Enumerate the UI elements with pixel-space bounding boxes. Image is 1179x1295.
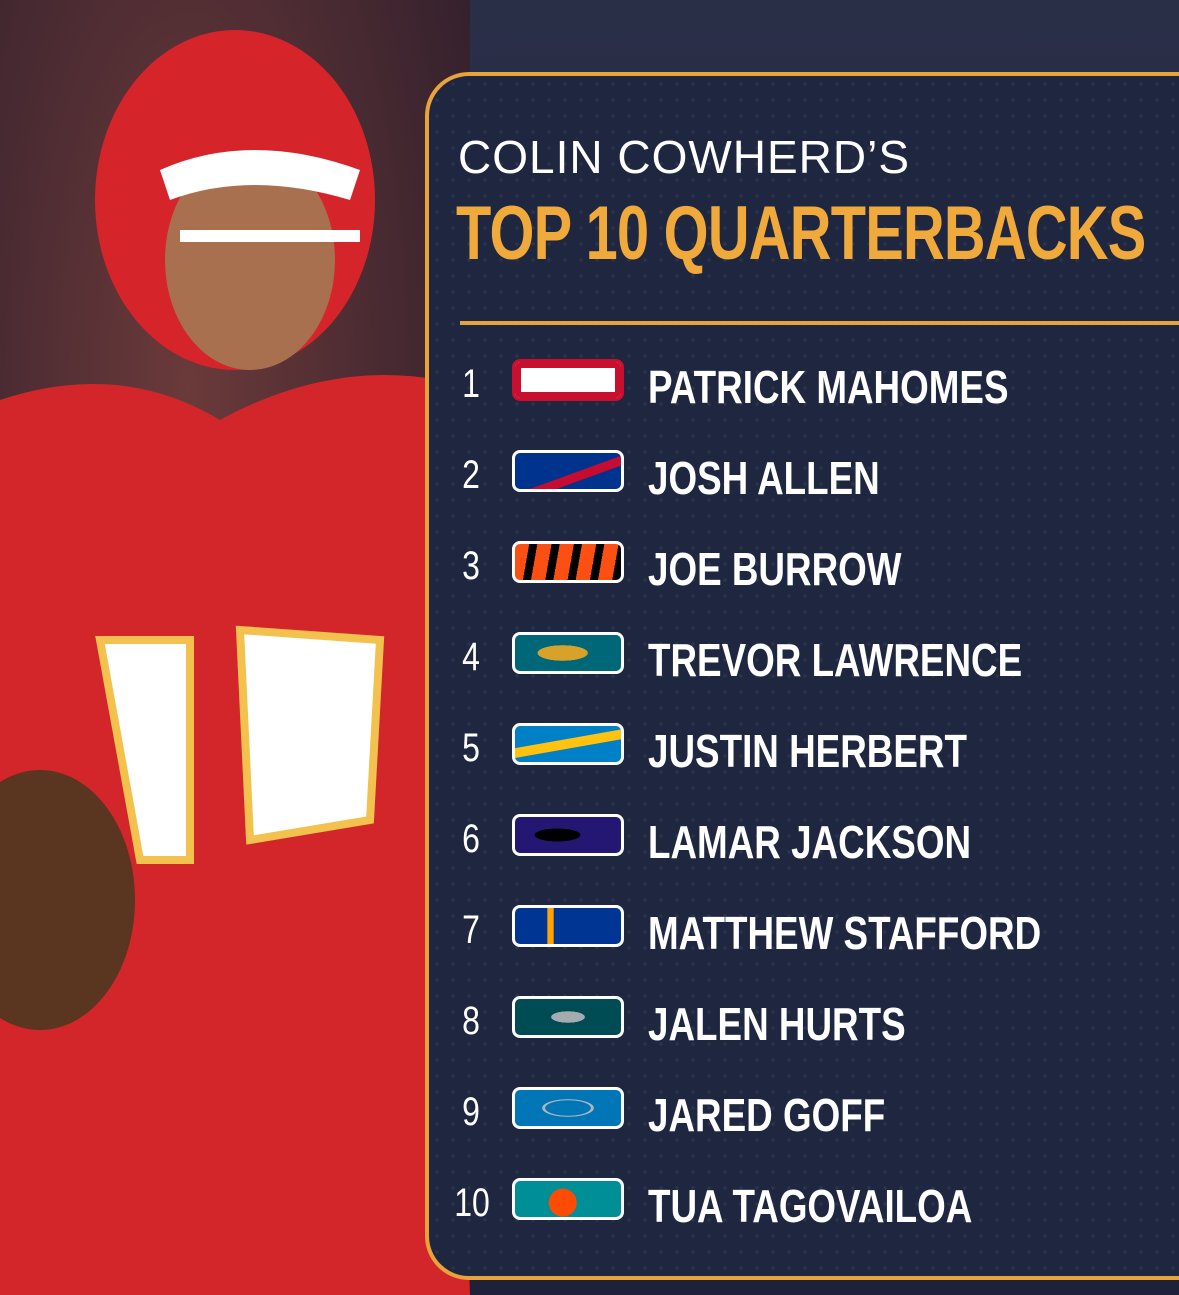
- rank: 10: [454, 1181, 490, 1225]
- team-logo: [512, 723, 624, 765]
- list-panel: [425, 72, 1179, 1280]
- player-photo: [0, 0, 470, 1295]
- team-logo: [512, 996, 624, 1038]
- player-name: MATTHEW STAFFORD: [648, 907, 1042, 959]
- rank: 4: [462, 635, 480, 679]
- player-name: JOE BURROW: [648, 543, 902, 595]
- rank: 6: [462, 817, 480, 861]
- rank: 3: [462, 544, 480, 588]
- team-logo: [512, 814, 624, 856]
- list-row: 5 JUSTIN HERBERT: [450, 722, 1170, 777]
- rank: 1: [462, 362, 480, 406]
- list-row: 9 JARED GOFF: [450, 1086, 1170, 1141]
- player-name: JALEN HURTS: [648, 998, 906, 1050]
- list-row: 4 TREVOR LAWRENCE: [450, 631, 1170, 686]
- player-name: LAMAR JACKSON: [648, 816, 972, 868]
- player-name: JOSH ALLEN: [648, 452, 880, 504]
- rank: 7: [462, 908, 480, 952]
- list-row: 3 JOE BURROW: [450, 540, 1170, 595]
- list-row: 1 PATRICK MAHOMES: [450, 358, 1170, 413]
- rank: 2: [462, 453, 480, 497]
- rank: 8: [462, 999, 480, 1043]
- player-name: JARED GOFF: [648, 1089, 886, 1141]
- team-logo: [512, 359, 624, 401]
- divider: [460, 321, 1179, 325]
- team-logo: [512, 905, 624, 947]
- team-logo: [512, 1087, 624, 1129]
- list-row: 7 MATTHEW STAFFORD: [450, 904, 1170, 959]
- header-line1: COLIN COWHERD’S: [458, 131, 911, 183]
- team-logo: [512, 541, 624, 583]
- team-logo: [512, 450, 624, 492]
- team-logo: [512, 632, 624, 674]
- list-row: 10 TUA TAGOVAILOA: [450, 1177, 1170, 1232]
- team-logo: [512, 1178, 624, 1220]
- player-name: TREVOR LAWRENCE: [648, 634, 1023, 686]
- header-line2: TOP 10 QUARTERBACKS: [456, 191, 1146, 276]
- list-row: 6 LAMAR JACKSON: [450, 813, 1170, 868]
- rank: 5: [462, 726, 480, 770]
- rank: 9: [462, 1090, 480, 1134]
- list-row: 2 JOSH ALLEN: [450, 449, 1170, 504]
- player-name: JUSTIN HERBERT: [648, 725, 967, 777]
- player-name: TUA TAGOVAILOA: [648, 1180, 973, 1232]
- list-row: 8 JALEN HURTS: [450, 995, 1170, 1050]
- player-name: PATRICK MAHOMES: [648, 361, 1009, 413]
